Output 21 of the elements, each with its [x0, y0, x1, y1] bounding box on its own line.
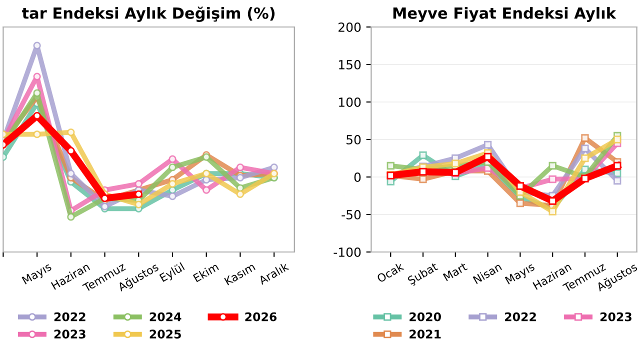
legend-label: 2020: [410, 312, 441, 322]
legend-label: 2025: [150, 330, 181, 339]
y-tick-label: 50: [346, 134, 361, 144]
x-tick-label: Ekim: [192, 262, 219, 282]
y-tick-label: 100: [338, 97, 361, 107]
legend-label: 2022: [505, 312, 536, 322]
y-tick-label: -100: [334, 247, 361, 257]
legend-label: 2021: [410, 330, 441, 339]
y-tick-label: 200: [338, 22, 361, 32]
y-tick-label: 150: [338, 60, 361, 70]
legend-label: 2023: [600, 312, 632, 322]
x-tick-label: Ocak: [376, 262, 404, 283]
y-tick-label: -50: [342, 210, 361, 220]
chart-title: tar Endeksi Aylık Değişim (%): [22, 6, 275, 22]
legend-label: 2024: [150, 312, 182, 322]
legend-label: 2023: [54, 330, 86, 339]
x-tick-label: Mart: [442, 262, 468, 282]
legend-label: 2026: [245, 312, 277, 322]
chart-title: Meyve Fiyat Endeksi Aylık: [393, 7, 616, 22]
legend-label: 2022: [54, 312, 86, 322]
y-tick-label: 0: [354, 172, 361, 182]
